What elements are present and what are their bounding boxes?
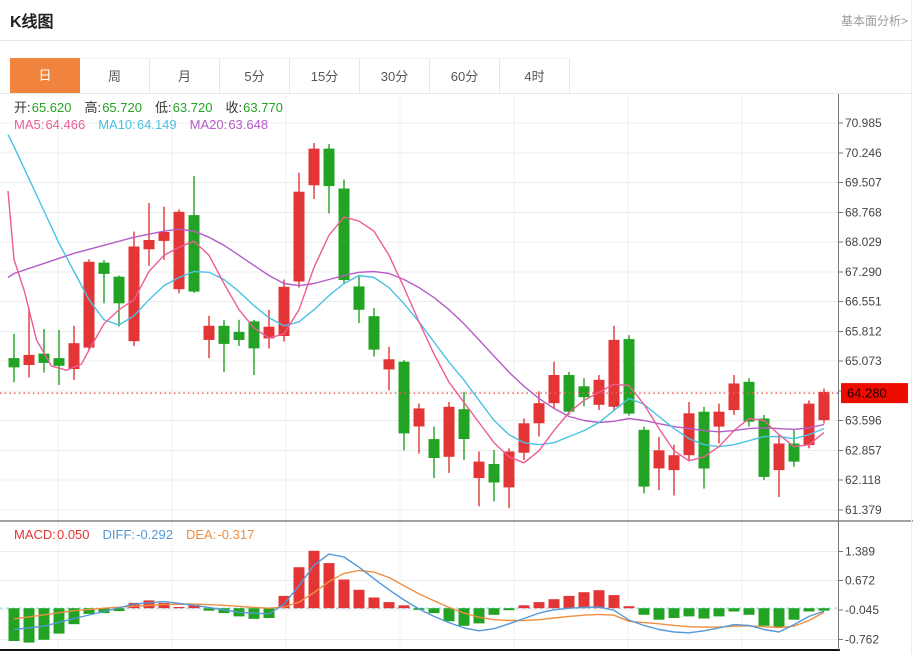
macd-legend: MACD: 0.050 DIFF: -0.292 DEA: -0.317 bbox=[14, 527, 267, 542]
fundamental-analysis-link[interactable]: 基本面分析> bbox=[840, 14, 908, 28]
tabbar-underline bbox=[0, 93, 913, 94]
legend-pair: MACD: 0.050 bbox=[14, 527, 90, 542]
tab-日[interactable]: 日 bbox=[10, 58, 80, 93]
legend-label: MACD: bbox=[14, 527, 56, 542]
legend-value: 0.050 bbox=[56, 527, 90, 542]
ohlc-legend: 开: 65.620 高: 65.720 低: 63.720 收: 63.770 bbox=[14, 97, 296, 116]
legend-label: MA20: bbox=[189, 117, 228, 132]
svg-text:-0.045: -0.045 bbox=[845, 603, 879, 617]
legend-label: 低: bbox=[154, 100, 172, 115]
right-border bbox=[911, 0, 912, 654]
ma-lines bbox=[7, 134, 825, 464]
tab-5分[interactable]: 5分 bbox=[220, 58, 290, 93]
legend-pair: 高: 65.720 bbox=[84, 100, 141, 115]
current-price-line: 64.280 bbox=[0, 383, 908, 404]
legend-pair: 开: 65.620 bbox=[14, 100, 71, 115]
tab-30分[interactable]: 30分 bbox=[360, 58, 430, 93]
svg-text:67.290: 67.290 bbox=[845, 265, 882, 279]
legend-pair: DEA: -0.317 bbox=[186, 527, 254, 542]
legend-label: 开: bbox=[14, 100, 31, 115]
legend-label: MA10: bbox=[98, 117, 136, 132]
legend-pair: MA20: 63.648 bbox=[190, 117, 268, 132]
tab-15分[interactable]: 15分 bbox=[290, 58, 360, 93]
svg-text:68.029: 68.029 bbox=[845, 235, 882, 249]
svg-text:68.768: 68.768 bbox=[845, 205, 882, 219]
legend-label: DIFF: bbox=[102, 527, 136, 542]
legend-value: 63.770 bbox=[243, 100, 283, 115]
macd-lines bbox=[13, 553, 825, 634]
legend-value: 65.720 bbox=[102, 100, 142, 115]
legend-value: 63.648 bbox=[228, 117, 269, 132]
page-title: K线图 bbox=[10, 14, 54, 31]
legend-label: 收: bbox=[225, 100, 243, 115]
svg-text:70.985: 70.985 bbox=[845, 116, 882, 130]
svg-text:63.596: 63.596 bbox=[845, 414, 882, 428]
macd-histogram bbox=[8, 550, 830, 643]
svg-text:1.389: 1.389 bbox=[845, 544, 875, 558]
svg-text:65.812: 65.812 bbox=[845, 324, 882, 338]
svg-text:66.551: 66.551 bbox=[845, 295, 882, 309]
svg-text:62.118: 62.118 bbox=[845, 473, 881, 487]
tab-60分[interactable]: 60分 bbox=[430, 58, 500, 93]
legend-pair: MA10: 64.149 bbox=[98, 117, 176, 132]
legend-value: -0.292 bbox=[136, 527, 173, 542]
svg-text:61.379: 61.379 bbox=[845, 503, 882, 517]
tab-月[interactable]: 月 bbox=[150, 58, 220, 93]
tab-4时[interactable]: 4时 bbox=[500, 58, 570, 93]
legend-value: 64.466 bbox=[45, 117, 86, 132]
svg-text:62.857: 62.857 bbox=[845, 443, 882, 457]
legend-value: 63.720 bbox=[172, 100, 213, 115]
legend-value: 65.620 bbox=[31, 100, 72, 115]
legend-pair: 低: 63.720 bbox=[155, 100, 212, 115]
legend-value: 64.149 bbox=[136, 117, 177, 132]
ma-legend: MA5: 64.466 MA10: 64.149 MA20: 63.648 bbox=[14, 117, 281, 132]
svg-text:-0.762: -0.762 bbox=[845, 632, 879, 646]
svg-text:69.507: 69.507 bbox=[845, 176, 882, 190]
legend-pair: DIFF: -0.292 bbox=[103, 527, 173, 542]
header-divider bbox=[0, 40, 913, 41]
legend-pair: MA5: 64.466 bbox=[14, 117, 85, 132]
macd-axis: 1.389 0.672 -0.045 -0.762 bbox=[0, 544, 879, 646]
svg-text:70.246: 70.246 bbox=[845, 146, 882, 160]
price-axis: 70.985 70.246 69.507 68.768 68.029 67.290 66.5… bbox=[0, 116, 882, 517]
svg-text:64.280: 64.280 bbox=[847, 386, 887, 401]
legend-label: DEA: bbox=[186, 527, 217, 542]
legend-label: MA5: bbox=[14, 117, 45, 132]
legend-label: 高: bbox=[84, 100, 102, 115]
tab-周[interactable]: 周 bbox=[80, 58, 150, 93]
svg-text:0.672: 0.672 bbox=[845, 574, 875, 588]
legend-value: -0.317 bbox=[217, 527, 255, 542]
period-tabbar: 日周月 5分 15分 30分 60分 4时 bbox=[10, 58, 570, 93]
candles bbox=[8, 142, 830, 508]
legend-pair: 收: 63.770 bbox=[225, 100, 282, 115]
svg-text:65.073: 65.073 bbox=[845, 354, 882, 368]
